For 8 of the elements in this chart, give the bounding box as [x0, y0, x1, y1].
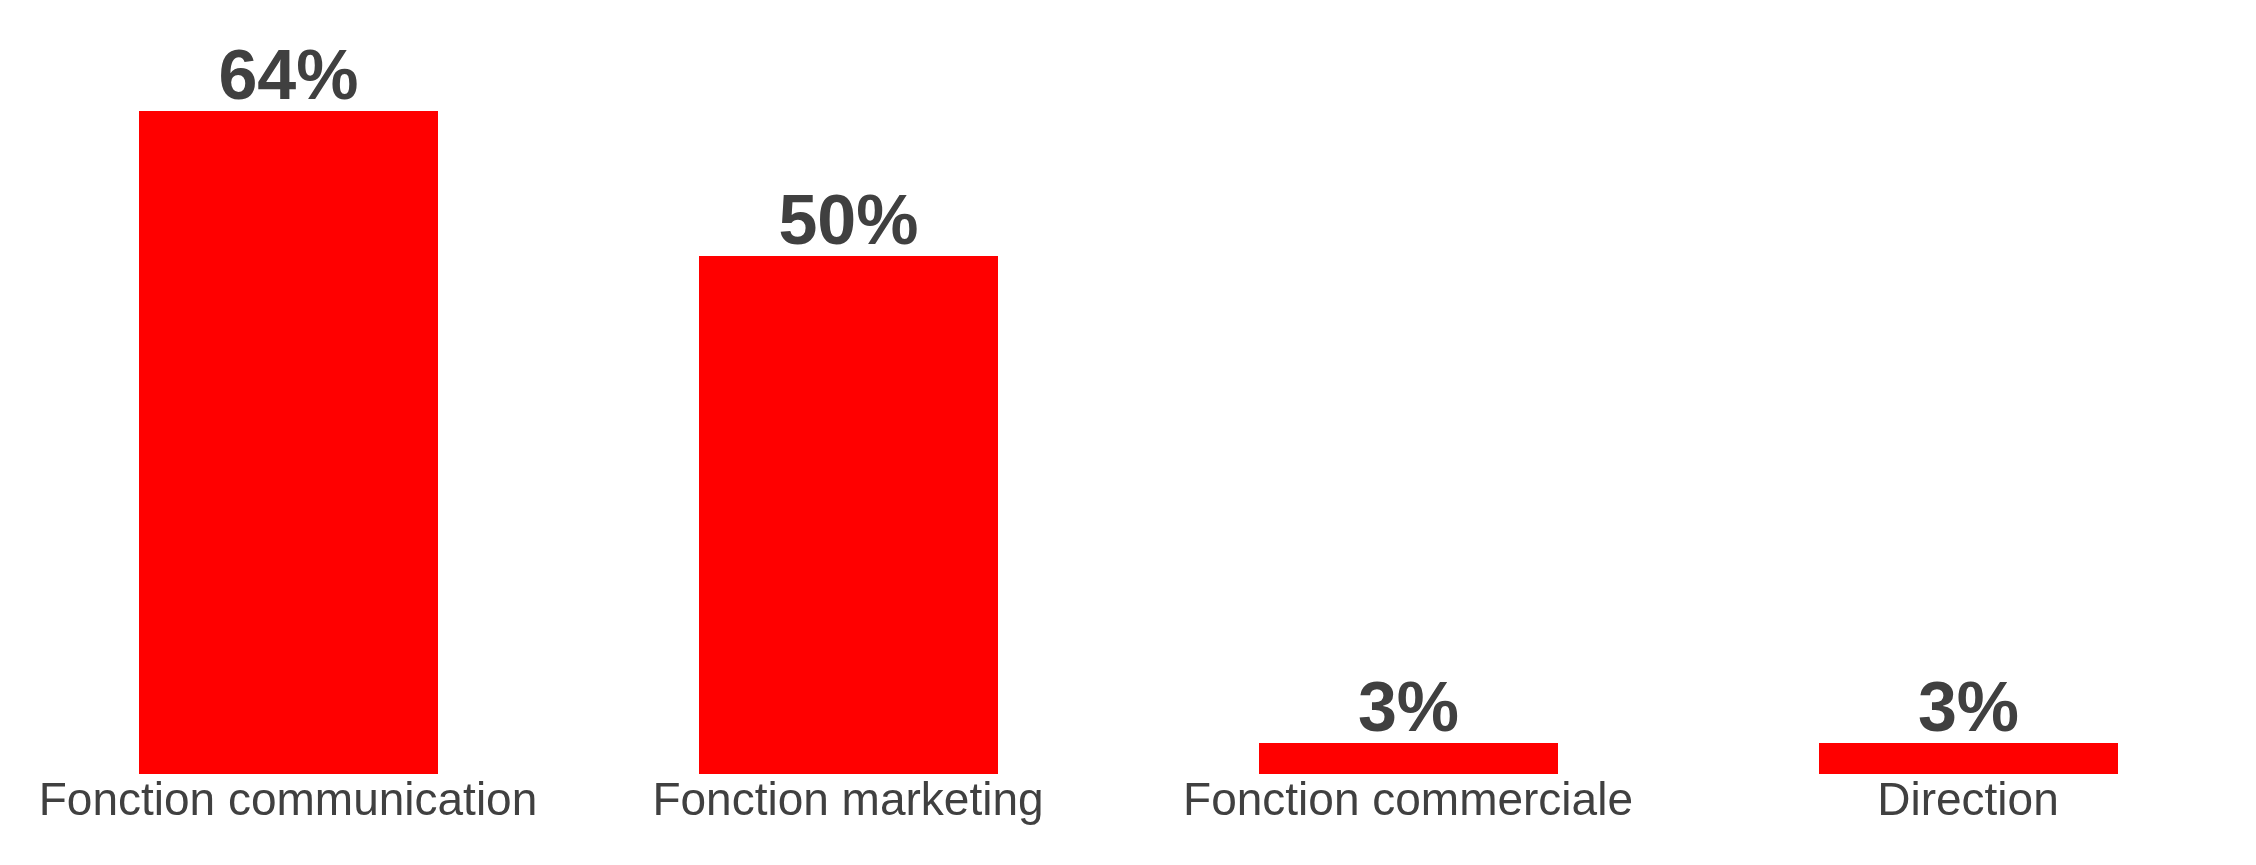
x-tick-label: Fonction commerciale — [1183, 772, 1633, 825]
x-tick-label: Direction — [1877, 772, 2059, 825]
x-tick-label: Fonction marketing — [652, 772, 1044, 825]
x-tick-label: Fonction communication — [38, 772, 538, 825]
data-label: 3% — [1917, 667, 2020, 746]
data-label: 50% — [778, 181, 919, 260]
data-label: 64% — [218, 36, 359, 114]
data-label: 3% — [1357, 667, 1460, 746]
